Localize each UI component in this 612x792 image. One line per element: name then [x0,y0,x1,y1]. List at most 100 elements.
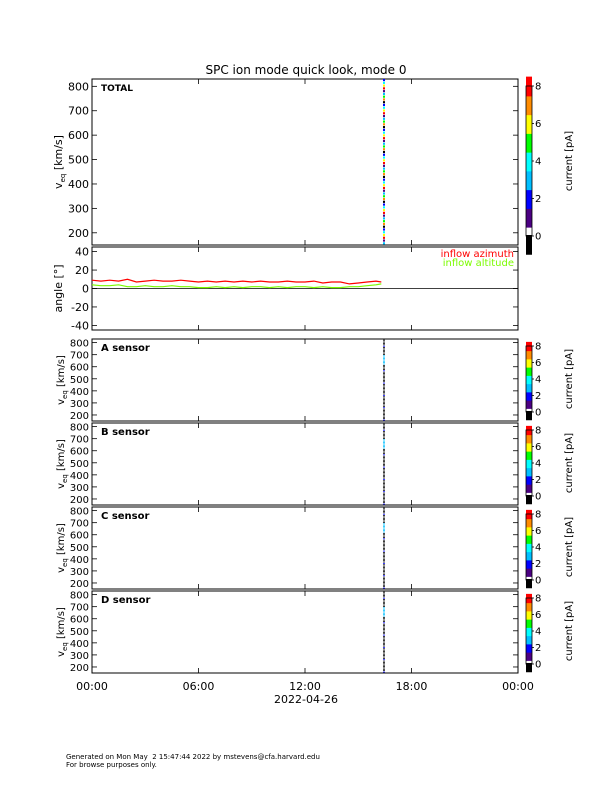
data-cell [382,192,385,195]
y-tick-label: 800 [70,591,89,602]
y-tick-label: 500 [70,459,89,470]
data-cell [382,659,385,661]
data-cell [382,641,385,643]
data-cell [382,485,385,487]
y-tick-label: 400 [70,471,89,482]
data-cell [382,384,385,385]
colorbar-segment [526,483,532,493]
data-cell [382,197,385,201]
colorbar-label-text: current [pA] [564,349,575,409]
data-cell [382,565,385,567]
panel-label: B sensor [101,427,150,438]
panel-label: D sensor [101,595,150,606]
data-cell [382,476,385,478]
colorbar-segment [526,411,532,421]
data-cell [382,414,385,415]
data-cell [382,481,385,483]
y-tick-label: 600 [70,447,89,458]
data-cell [382,214,385,217]
data-cell [382,448,385,450]
footer: Generated on Mon May 2 15:47:44 2022 by … [66,753,320,769]
data-cell [382,429,385,431]
data-cell [382,381,385,383]
x-tick-label: 00:00 [502,680,534,693]
data-cell [382,507,385,508]
data-cell [382,477,385,479]
data-cell [382,428,385,430]
data-cell [382,480,385,482]
data-cell [382,435,385,437]
data-cell [382,131,385,134]
data-cell [382,622,385,624]
colorbar-tick-label: 4 [535,157,541,168]
y-tick-label: 40 [75,246,89,259]
data-cell [382,112,385,115]
y-label-subscript: eq [59,174,67,183]
data-cell [382,393,385,395]
y-tick-label: 500 [70,543,89,554]
data-cell [382,511,385,512]
data-cell [382,440,385,442]
data-cell [382,344,385,346]
data-cell [382,580,385,582]
colorbar-segment [526,467,532,477]
data-cell [382,614,385,615]
data-cell [382,465,385,467]
colorbar-segment [526,551,532,561]
data-cell [382,554,385,556]
data-cell [382,81,385,84]
data-cell [382,446,385,447]
data-cell [382,109,385,112]
colorbar-segment [526,450,532,460]
data-cell [382,619,385,621]
colorbar-segment [526,434,532,444]
colorbar-tick-label: 8 [535,342,541,353]
data-cell [382,667,385,669]
legend-entry-altitude: inflow altitude [443,258,514,269]
data-cell [382,606,385,607]
colorbar-tick-label: 2 [535,643,541,654]
legend-entry-azimuth: inflow azimuth [441,249,514,260]
data-cell [382,87,385,90]
data-cell [382,579,385,581]
y-tick-label: 0 [82,283,89,296]
colorbar-tick-label: 2 [535,475,541,486]
plot-frame [91,338,519,422]
y-tick-label: 600 [70,615,89,626]
footer-note: For browse purposes only. [66,761,157,769]
data-cell [382,621,385,622]
data-cell [382,410,385,411]
data-cell [382,378,385,380]
data-cell [382,236,385,239]
colorbar-segment [526,643,532,653]
data-cell [382,431,385,432]
data-cell [382,222,385,226]
plot-frame [91,506,519,590]
data-cell [382,389,385,391]
data-cell [382,600,385,602]
data-cell [382,526,385,527]
data-cell [382,561,385,563]
data-cell [382,395,385,396]
data-cell [382,531,385,533]
colorbar-segment [526,663,532,673]
data-cell [382,596,385,598]
data-cell [382,653,385,655]
data-cell [382,148,385,151]
data-cell [382,343,385,344]
data-cell [382,352,385,354]
colorbar-segment [526,95,532,116]
colorbar-tick-label: 0 [535,660,541,671]
data-cell [382,443,385,445]
data-cell [382,593,385,595]
colorbar-segment [526,559,532,569]
data-cell [382,433,385,435]
data-cell [382,636,385,637]
data-cell [382,349,385,351]
colorbar-label-text: current [pA] [564,433,575,493]
y-axis-label: veq [km/s] [56,607,69,657]
y-tick-label: 500 [70,627,89,638]
y-tick-label: 700 [68,105,89,118]
data-cell [382,615,385,617]
